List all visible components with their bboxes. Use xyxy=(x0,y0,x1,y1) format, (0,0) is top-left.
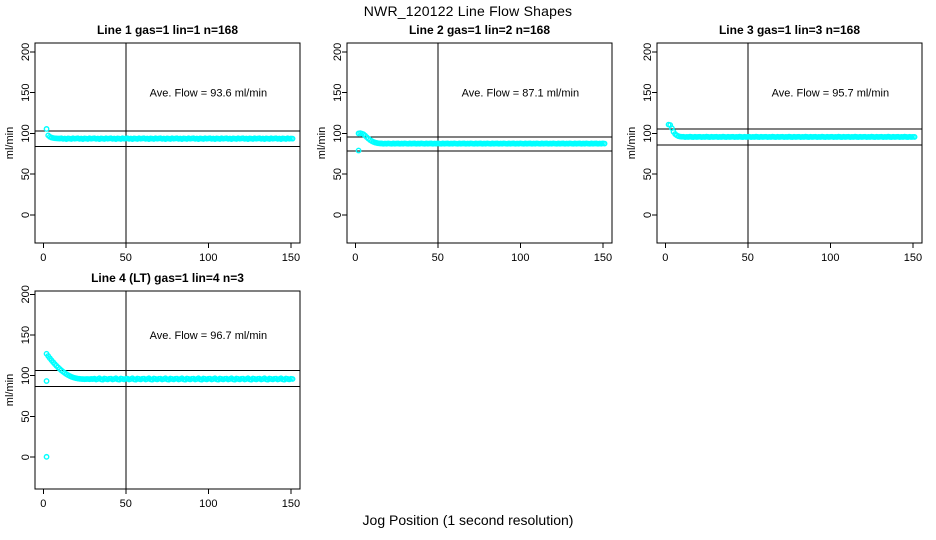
y-tick-label: 150 xyxy=(332,84,344,102)
outlier-data-point xyxy=(43,378,50,384)
x-tick-label: 150 xyxy=(282,498,300,510)
data-points xyxy=(355,130,608,154)
plot-box xyxy=(34,42,301,244)
x-tick-label: 100 xyxy=(199,498,217,510)
y-axis-title: ml/min xyxy=(4,374,16,406)
panel-line-4: 0 50 100 150 0 50 100 150 200 ml/min Line 4 (LT) g… xyxy=(4,271,301,510)
y-tick-label: 200 xyxy=(332,43,344,61)
data-point xyxy=(43,126,50,132)
y-tick-label: 0 xyxy=(20,212,32,218)
data-point xyxy=(289,376,296,382)
x-tick-label: 0 xyxy=(40,252,46,264)
y-tick-label: 200 xyxy=(642,43,654,61)
y-tick-label: 0 xyxy=(20,454,32,460)
data-points xyxy=(665,121,918,140)
y-tick-label: 100 xyxy=(20,367,32,385)
y-tick-label: 200 xyxy=(20,285,32,303)
x-tick-label: 100 xyxy=(511,252,529,264)
ave-flow-annotation: Ave. Flow = 87.1 ml/min xyxy=(462,88,579,100)
x-tick-label: 50 xyxy=(432,252,444,264)
plot-box xyxy=(34,290,301,490)
x-tick-label: 0 xyxy=(352,252,358,264)
x-tick-label: 50 xyxy=(120,252,132,264)
panel-title: Line 3 gas=1 lin=3 n=168 xyxy=(719,23,860,37)
x-tick-label: 50 xyxy=(742,252,754,264)
data-point xyxy=(289,135,296,142)
y-axis-title: ml/min xyxy=(316,127,328,159)
panel-line-3: 0 50 100 150 0 50 100 150 200 ml/min Line 3 gas=1 … xyxy=(626,23,923,264)
ave-flow-annotation: Ave. Flow = 96.7 ml/min xyxy=(150,330,267,342)
outlier-data-point xyxy=(355,147,362,154)
data-points xyxy=(43,350,296,460)
panel-title: Line 4 (LT) gas=1 lin=4 n=3 xyxy=(91,271,244,285)
panel-title: Line 1 gas=1 lin=1 n=168 xyxy=(97,23,238,37)
y-axis-title: ml/min xyxy=(626,127,638,159)
y-tick-label: 150 xyxy=(20,326,32,344)
y-tick-label: 150 xyxy=(642,84,654,102)
panel-line-2: 0 50 100 150 0 50 100 150 200 ml/min Line 2 gas=1 … xyxy=(316,23,613,264)
plot-box xyxy=(346,42,613,244)
panel-line-1: 0 50 100 150 0 50 100 150 200 ml/min Line 1 gas=1 … xyxy=(4,23,301,264)
y-tick-label: 50 xyxy=(332,168,344,180)
y-tick-label: 100 xyxy=(642,124,654,142)
x-tick-label: 50 xyxy=(120,498,132,510)
main-title: NWR_120122 Line Flow Shapes xyxy=(363,3,573,19)
y-tick-label: 50 xyxy=(642,168,654,180)
x-tick-label: 100 xyxy=(821,252,839,264)
outer-x-axis-label: Jog Position (1 second resolution) xyxy=(362,512,574,528)
y-axis-title: ml/min xyxy=(4,127,16,159)
y-tick-label: 0 xyxy=(642,212,654,218)
y-tick-label: 50 xyxy=(20,410,32,422)
x-tick-label: 100 xyxy=(199,252,217,264)
plot-box xyxy=(656,42,923,244)
x-tick-label: 150 xyxy=(594,252,612,264)
data-point xyxy=(911,134,918,140)
outlier-data-point xyxy=(43,453,50,460)
panel-title: Line 2 gas=1 lin=2 n=168 xyxy=(409,23,550,37)
x-tick-label: 150 xyxy=(282,252,300,264)
y-tick-label: 150 xyxy=(20,84,32,102)
x-tick-label: 150 xyxy=(904,252,922,264)
y-tick-label: 100 xyxy=(20,124,32,142)
y-tick-label: 0 xyxy=(332,212,344,218)
ave-flow-annotation: Ave. Flow = 95.7 ml/min xyxy=(772,88,889,100)
ave-flow-annotation: Ave. Flow = 93.6 ml/min xyxy=(150,88,267,100)
data-points xyxy=(43,126,296,142)
y-tick-label: 50 xyxy=(20,168,32,180)
y-tick-label: 100 xyxy=(332,124,344,142)
y-tick-label: 200 xyxy=(20,43,32,61)
data-point xyxy=(601,140,608,147)
x-tick-label: 0 xyxy=(40,498,46,510)
x-tick-label: 0 xyxy=(662,252,668,264)
